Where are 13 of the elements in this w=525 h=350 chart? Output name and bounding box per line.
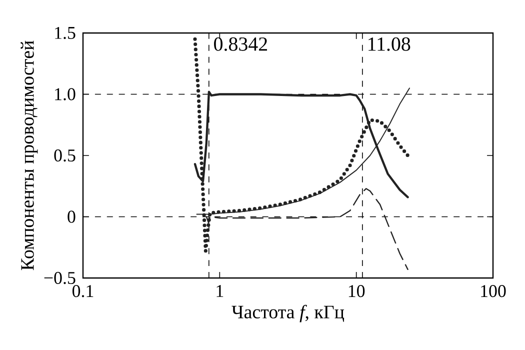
- x-tick-label: 10: [348, 285, 365, 298]
- y-axis-title: Компоненты проводимостей: [20, 40, 38, 270]
- ref-line-label: 0.8342: [214, 37, 267, 51]
- y-tick-label: −0.5: [44, 272, 76, 284]
- x-tick-label: 0.1: [72, 285, 94, 298]
- ref-line-label: 11.08: [368, 37, 410, 51]
- y-tick-label: 0: [68, 210, 76, 223]
- x-tick-label: 1: [216, 285, 224, 297]
- y-tick-label: 0.5: [54, 149, 76, 162]
- x-axis-title: Частота f, кГц: [232, 304, 344, 322]
- x-tick-label: 100: [481, 285, 506, 298]
- y-tick-label: 1.0: [55, 88, 76, 100]
- y-tick-label: 1.5: [55, 26, 76, 40]
